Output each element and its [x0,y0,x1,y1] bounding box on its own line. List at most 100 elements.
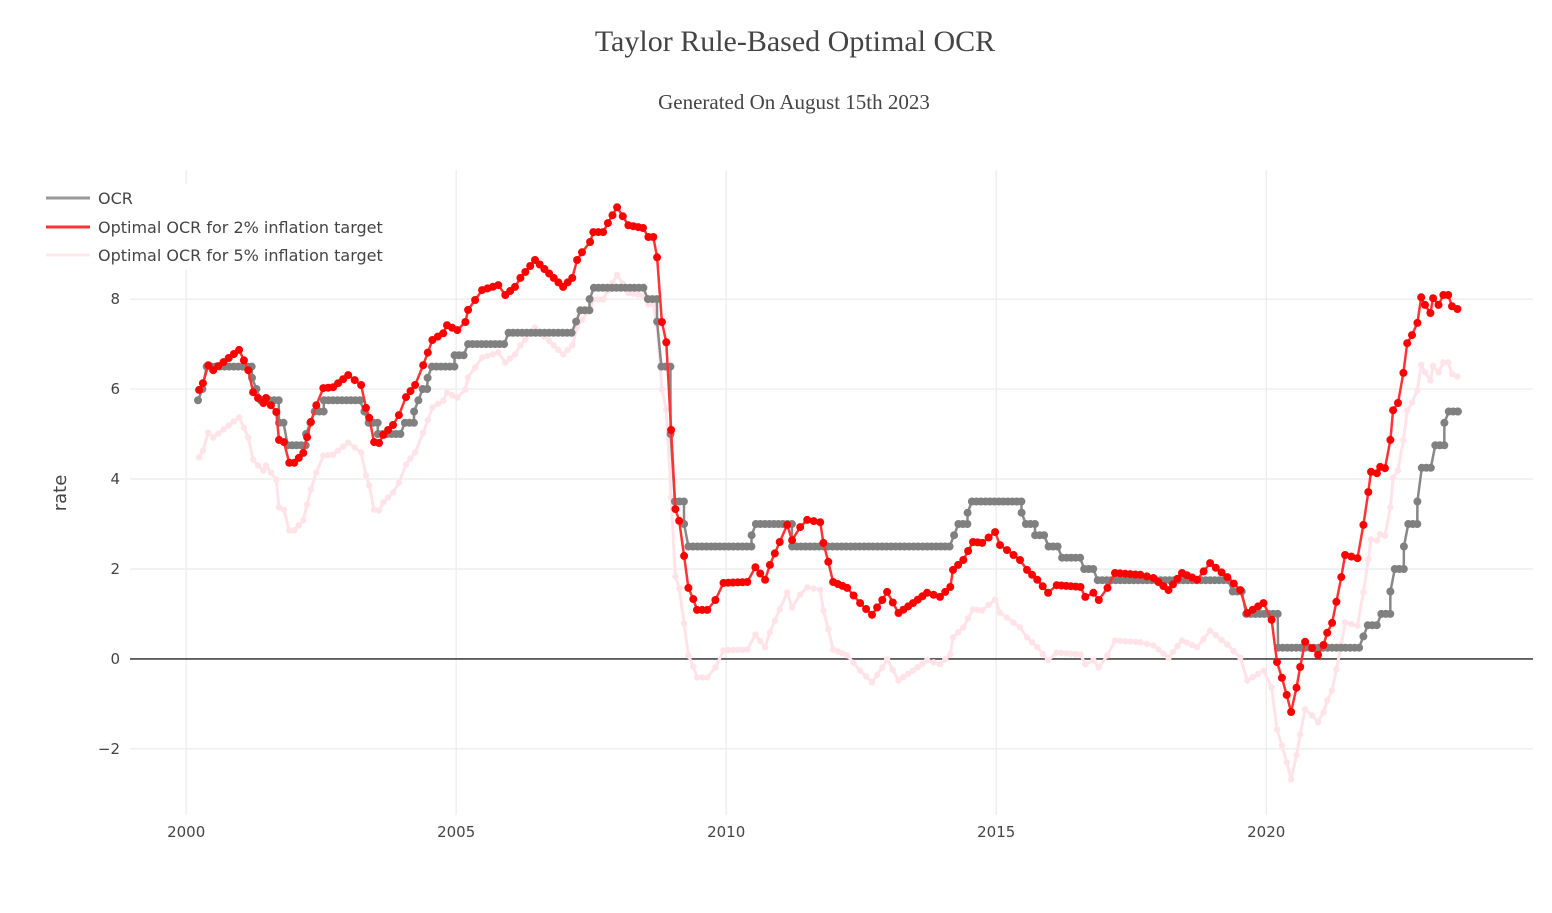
optimal-5pct-point [555,346,562,354]
optimal-5pct-point [260,467,267,474]
legend-item-2pct[interactable]: Optimal OCR for 2% inflation target [46,218,383,237]
optimal-5pct-point [1053,649,1060,656]
ocr-point [639,283,648,292]
optimal-2pct-point [357,381,366,389]
optimal-5pct-point [273,476,280,483]
optimal-5pct-point [295,522,302,529]
optimal-5pct-point [1116,637,1124,644]
optimal-2pct-point [671,505,680,514]
ocr-point [279,418,288,427]
optimal-5pct-point [954,629,962,636]
optimal-5pct-point [1137,639,1144,646]
optimal-2pct-point [703,605,712,614]
ocr-point [1440,441,1449,450]
optimal-5pct-point [766,629,774,636]
optimal-2pct-point [1089,588,1098,597]
legend-label-ocr: OCR [98,189,133,208]
optimal-5pct-point [564,346,571,354]
ocr-point [1386,587,1395,596]
optimal-5pct-point [1169,648,1177,656]
optimal-2pct-point [816,518,825,527]
optimal-5pct-point [1122,638,1129,645]
optimal-2pct-point [941,587,950,596]
optimal-2pct-point [1389,406,1398,415]
optimal-2pct-point [464,305,473,314]
legend-item-5pct[interactable]: Optimal OCR for 5% inflation target [46,246,383,265]
optimal-5pct-point [1165,654,1172,661]
optimal-2pct-point [1328,618,1337,627]
optimal-5pct-point [320,452,327,459]
optimal-5pct-point [448,391,456,399]
optimal-5pct-point [245,434,252,441]
optimal-5pct-point [300,517,307,524]
x-tick-label: 2000 [167,823,205,841]
optimal-5pct-point [440,397,447,404]
optimal-5pct-point [1308,712,1316,719]
gridlines [130,170,1533,815]
optimal-2pct-point [1236,586,1245,595]
ocr-point [410,407,419,416]
optimal-5pct-point [402,461,410,468]
ocr-point [500,340,509,349]
optimal-5pct-point [1404,407,1411,414]
optimal-5pct-point [1454,373,1461,380]
optimal-5pct-point [1028,639,1036,646]
optimal-5pct-point [1067,650,1075,657]
optimal-5pct-point [663,406,670,413]
optimal-5pct-point [752,631,759,638]
optimal-2pct-point [1193,575,1202,584]
optimal-5pct-point [1273,726,1281,733]
optimal-2pct-point [984,533,993,542]
optimal-5pct-point [262,462,270,469]
optimal-5pct-point [280,506,288,513]
optimal-2pct-point [249,388,258,397]
ocr-point [585,306,594,315]
optimal-5pct-point [325,452,332,459]
series-optimal-5pct [195,271,1461,783]
ocr-point [1440,418,1449,427]
optimal-2pct-point [1206,559,1215,568]
optimal-5pct-point [1206,627,1214,634]
optimal-5pct-point [1314,719,1322,726]
optimal-2pct-point [946,583,955,591]
y-tick-label: 2 [110,560,120,578]
optimal-5pct-point [424,416,431,424]
optimal-5pct-point [947,651,954,658]
optimal-5pct-point [1034,644,1041,651]
optimal-2pct-point [662,338,671,347]
optimal-5pct-point [1418,361,1425,368]
optimal-2pct-point [675,516,684,525]
optimal-2pct-point [761,575,770,584]
optimal-5pct-point [362,472,370,479]
optimal-2pct-point [1259,599,1268,608]
optimal-5pct-point [1377,531,1384,538]
optimal-5pct-point [1132,638,1139,646]
optimal-2pct-point [936,592,944,601]
optimal-5pct-point [1293,752,1300,759]
optimal-5pct-point [545,337,553,345]
legend-item-ocr[interactable]: OCR [46,189,133,208]
optimal-5pct-point [883,656,891,663]
optimal-2pct-point [923,588,932,597]
optimal-5pct-point [676,585,683,592]
optimal-5pct-point [313,469,320,476]
optimal-5pct-point [1077,651,1084,658]
optimal-2pct-point [639,224,647,232]
optimal-5pct-point [471,364,479,371]
y-tick-label: 0 [110,650,120,668]
optimal-5pct-point [761,644,769,651]
optimal-2pct-point [1308,644,1317,653]
optimal-2pct-point [195,385,204,394]
ocr-point [1413,520,1422,528]
y-tick-label: −2 [98,740,120,758]
optimal-5pct-point [1435,369,1442,376]
optimal-2pct-point [1094,596,1103,604]
optimal-2pct-point [299,448,308,457]
ocr-point [945,542,954,551]
optimal-2pct-point [1434,300,1443,309]
optimal-5pct-point [873,671,881,679]
ocr-point [274,396,283,405]
optimal-2pct-point [1287,708,1296,716]
ocr-point [1386,609,1395,618]
x-tick-label: 2015 [977,823,1015,841]
